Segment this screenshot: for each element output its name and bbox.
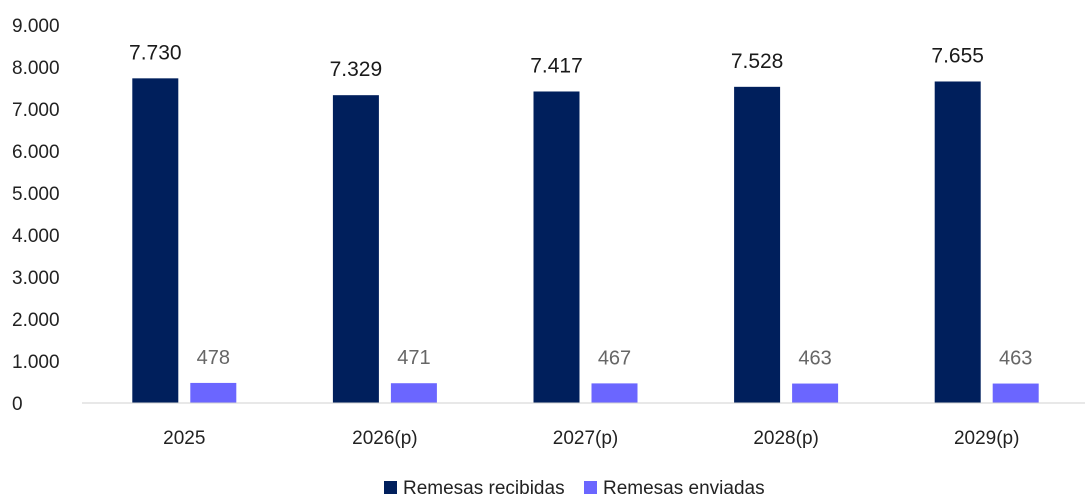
x-tick-label: 2029(p): [954, 428, 1020, 449]
legend-label: Remesas recibidas: [403, 478, 565, 498]
data-label: 7.329: [330, 58, 383, 81]
x-tick-label: 2027(p): [553, 428, 619, 449]
legend: Remesas recibidas Remesas enviadas: [384, 478, 765, 498]
y-tick-label: 3.000: [12, 268, 60, 289]
bar-labels: 7.730 478 7.329 471 7.417 467 7.528 463 7.655 463: [129, 41, 1032, 369]
y-tick-label: 6.000: [12, 142, 60, 163]
x-axis: 2025 2026(p) 2027(p) 2028(p) 2029(p): [163, 428, 1019, 449]
legend-swatch: [584, 481, 597, 494]
bar-received-2027(p): [533, 91, 580, 404]
legend-label: Remesas enviadas: [603, 478, 765, 498]
legend-swatch: [384, 481, 397, 494]
data-label: 463: [798, 348, 831, 370]
bar-sent-2028(p): [792, 383, 839, 403]
bar-received-2025: [132, 78, 179, 403]
bar-sent-2029(p): [992, 383, 1039, 403]
y-tick-label: 9.000: [12, 16, 60, 37]
x-tick-label: 2026(p): [352, 428, 418, 449]
bar-received-2026(p): [332, 95, 379, 403]
x-tick-label: 2025: [163, 428, 205, 449]
y-tick-label: 8.000: [12, 58, 60, 79]
bar-received-2029(p): [934, 81, 981, 404]
bar-sent-2027(p): [591, 383, 638, 403]
data-label: 7.730: [129, 41, 182, 64]
y-tick-label: 7.000: [12, 100, 60, 121]
y-tick-label: 1.000: [12, 352, 60, 373]
bars: [132, 78, 1039, 404]
bar-sent-2026(p): [390, 383, 437, 403]
y-tick-label: 2.000: [12, 310, 60, 331]
data-label: 7.417: [530, 54, 583, 77]
data-label: 7.655: [931, 44, 984, 67]
y-axis: 0 1.000 2.000 3.000 4.000 5.000 6.000 7.000 8.00…: [12, 16, 60, 415]
bar-received-2028(p): [734, 86, 781, 403]
y-tick-label: 4.000: [12, 226, 60, 247]
data-label: 463: [999, 348, 1032, 370]
y-tick-label: 5.000: [12, 184, 60, 205]
y-tick-label: 0: [12, 394, 23, 415]
data-label: 467: [598, 347, 631, 369]
data-label: 7.528: [731, 50, 784, 73]
x-tick-label: 2028(p): [753, 428, 819, 449]
bar-sent-2025: [190, 382, 237, 403]
data-label: 478: [197, 347, 230, 369]
data-label: 471: [397, 347, 430, 369]
